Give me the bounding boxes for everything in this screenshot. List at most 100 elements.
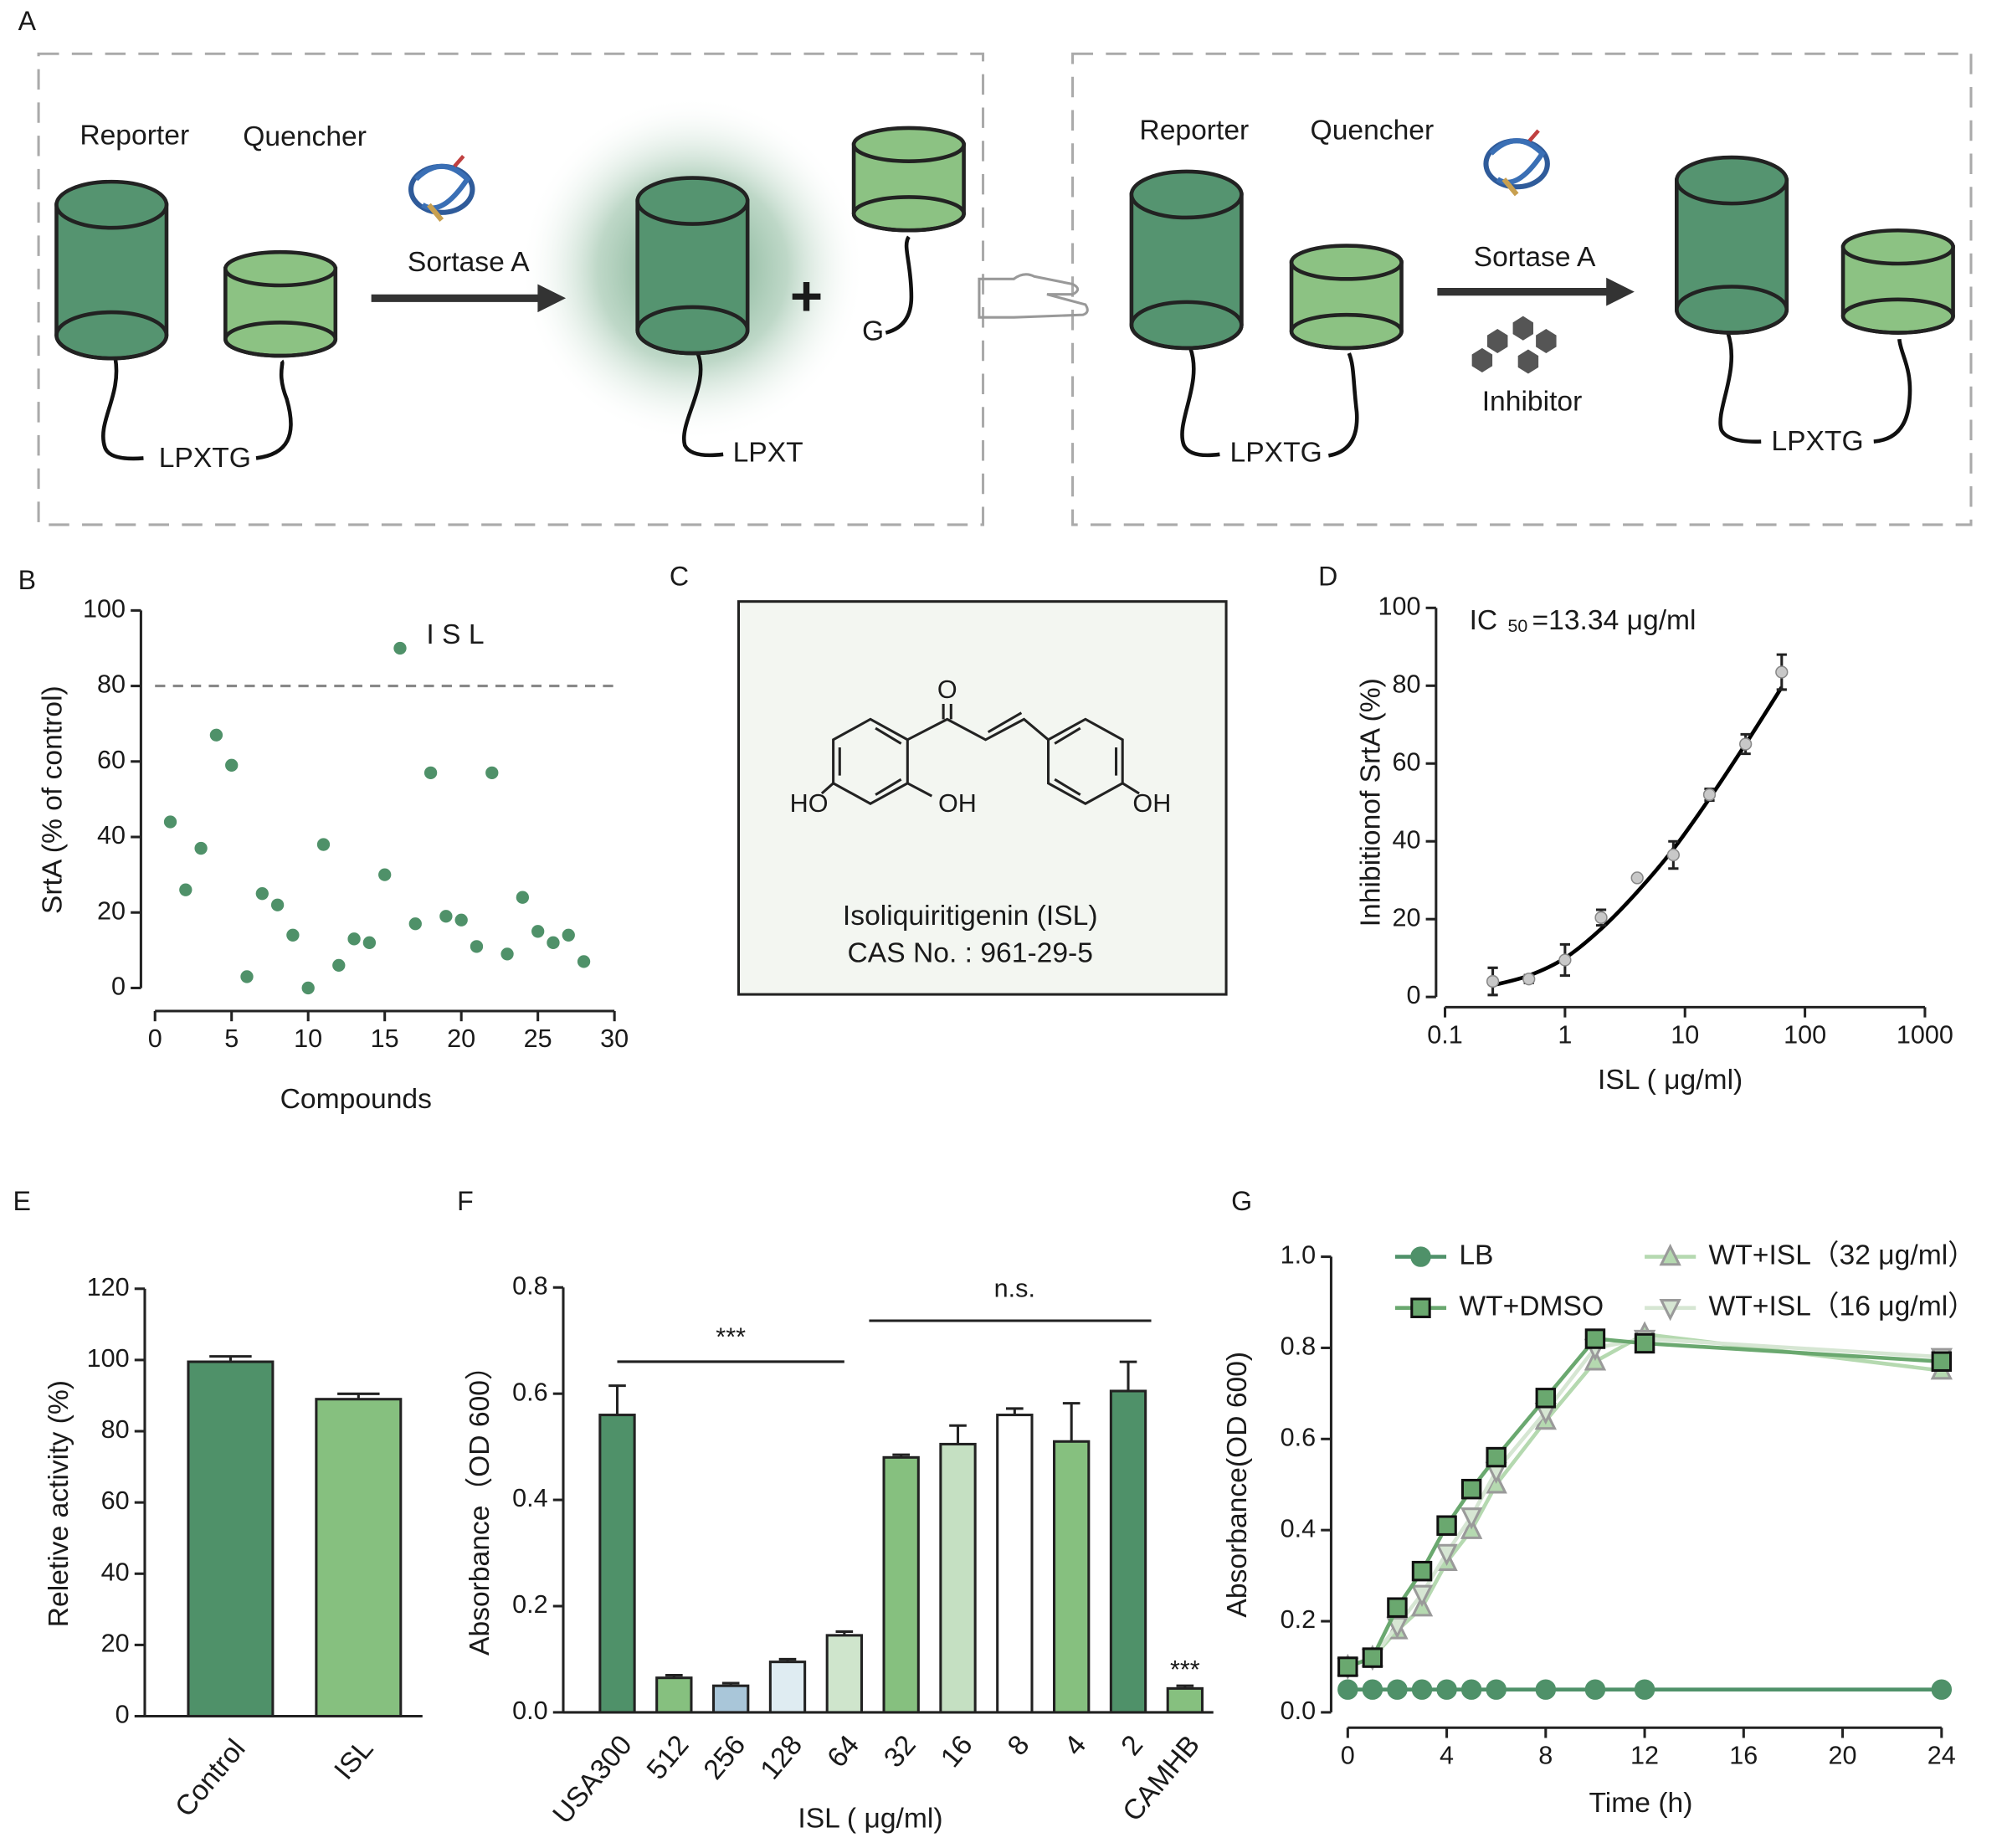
- bar: [996, 1414, 1034, 1714]
- point: [301, 981, 315, 995]
- marker: [1460, 1679, 1482, 1700]
- marker: [1387, 1597, 1408, 1618]
- bar: [1053, 1440, 1091, 1714]
- x-tick-label: 10: [294, 1024, 322, 1053]
- label: Sortase A: [408, 247, 530, 278]
- point: [1594, 911, 1608, 924]
- marker: [1411, 1560, 1433, 1582]
- cylinder-bottom: [1675, 285, 1789, 335]
- cylinder-bottom: [1840, 297, 1955, 335]
- marker: [1584, 1328, 1606, 1349]
- point: [485, 766, 499, 779]
- bar: [598, 1414, 636, 1714]
- y-tick-label: 40: [97, 821, 126, 850]
- inhibitor-icon: [1471, 316, 1557, 374]
- x-tick-label: 0: [1341, 1742, 1355, 1770]
- cylinder-top: [1129, 169, 1244, 220]
- point: [255, 887, 269, 901]
- point: [408, 917, 422, 931]
- point: [1702, 788, 1717, 802]
- label: Reporter: [80, 121, 189, 151]
- cylinder-top: [223, 249, 338, 288]
- marker: [1634, 1679, 1655, 1700]
- point: [1558, 953, 1572, 967]
- marker: [1584, 1679, 1606, 1700]
- y-tick-label: 100: [87, 1344, 130, 1373]
- marker: [1362, 1647, 1383, 1668]
- cylinder-top: [1289, 244, 1404, 281]
- cylinder-bottom: [223, 321, 338, 358]
- marker: [1659, 1299, 1681, 1322]
- legend-label: WT+DMSO: [1459, 1291, 1604, 1322]
- cylinder-bottom: [1289, 312, 1404, 351]
- marker: [1931, 1679, 1953, 1700]
- y-tick-label: 120: [87, 1273, 130, 1301]
- point: [1666, 848, 1680, 862]
- point: [194, 841, 208, 855]
- error-bar: [949, 1424, 967, 1445]
- bar: [187, 1360, 275, 1718]
- legend-label: LB: [1459, 1240, 1493, 1270]
- bar: [315, 1398, 403, 1718]
- point: [179, 883, 192, 896]
- x-tick-label: 1: [1558, 1021, 1572, 1050]
- point: [470, 940, 484, 953]
- bar: [1109, 1389, 1147, 1714]
- y-tick-label: 0.4: [512, 1484, 548, 1512]
- label: LPXTG: [1771, 426, 1863, 457]
- marker: [1387, 1679, 1408, 1700]
- bar: [711, 1684, 750, 1714]
- bar: [1166, 1686, 1204, 1714]
- panel-label: A: [18, 6, 37, 36]
- label: Quencher: [1311, 115, 1435, 146]
- point: [1739, 737, 1753, 751]
- point: [362, 936, 377, 949]
- y-axis-label: Absorbance(OD 600): [1222, 1352, 1253, 1618]
- x-axis-label: ISL ( μg/ml): [798, 1803, 942, 1834]
- x-tick-label: 20: [1829, 1742, 1857, 1770]
- panel-label: G: [1231, 1186, 1252, 1216]
- cylinder-bottom: [851, 195, 966, 233]
- label: Sortase A: [1474, 242, 1596, 273]
- significance: ***: [1170, 1656, 1200, 1684]
- cylinder-top: [1675, 155, 1789, 206]
- x-tick-label: 25: [524, 1024, 552, 1053]
- point: [577, 955, 591, 968]
- x-tick-label: 10: [1671, 1021, 1699, 1050]
- cas-number: CAS No. : 961-29-5: [848, 938, 1093, 969]
- x-tick-label: 30: [600, 1024, 629, 1053]
- point: [332, 958, 346, 973]
- bar: [825, 1634, 864, 1714]
- point: [531, 925, 545, 938]
- marker: [1460, 1478, 1482, 1500]
- label: LPXTG: [159, 443, 251, 474]
- y-tick-label: 40: [1392, 825, 1420, 854]
- y-tick-label: 0.6: [512, 1378, 548, 1406]
- legend-label: WT+ISL（32 μg/ml）: [1709, 1239, 1976, 1270]
- cylinder-top: [1840, 228, 1955, 266]
- point: [163, 815, 177, 829]
- point: [347, 932, 361, 946]
- y-tick-label: 0.8: [1281, 1332, 1317, 1361]
- panel-label: F: [457, 1186, 474, 1216]
- y-tick-label: 20: [101, 1629, 130, 1657]
- point: [562, 928, 575, 942]
- x-tick-label: 15: [371, 1024, 399, 1053]
- point: [423, 766, 438, 779]
- marker: [1659, 1243, 1681, 1266]
- y-tick-label: 100: [1378, 592, 1420, 620]
- marker: [1411, 1679, 1433, 1700]
- significance: ***: [716, 1323, 746, 1352]
- point: [378, 868, 392, 881]
- marker: [1634, 1332, 1655, 1354]
- x-axis-label: ISL ( μg/ml): [1598, 1065, 1743, 1096]
- y-tick-label: 0: [1406, 981, 1420, 1009]
- point: [439, 910, 453, 923]
- x-tick-label: 0: [148, 1024, 162, 1053]
- atom: OH: [938, 789, 977, 818]
- y-tick-label: 0.4: [1281, 1514, 1317, 1543]
- x-tick-label: 100: [1784, 1021, 1826, 1050]
- y-tick-label: 0.6: [1281, 1423, 1317, 1451]
- panel-label: E: [13, 1186, 30, 1216]
- atom: OH: [1132, 789, 1171, 818]
